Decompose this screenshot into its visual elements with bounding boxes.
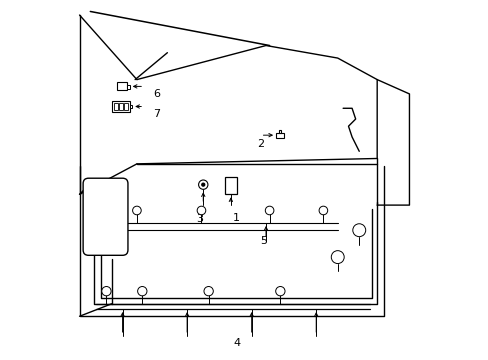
Text: 7: 7 <box>153 109 160 119</box>
Text: 6: 6 <box>153 89 160 99</box>
Bar <box>276 133 284 138</box>
Circle shape <box>265 206 273 215</box>
Bar <box>119 103 122 110</box>
Bar <box>112 101 129 112</box>
Bar <box>117 82 127 90</box>
Circle shape <box>330 251 344 264</box>
Bar <box>278 130 281 133</box>
Circle shape <box>202 183 204 186</box>
FancyBboxPatch shape <box>83 178 128 255</box>
Text: 1: 1 <box>233 213 240 222</box>
Bar <box>224 177 237 194</box>
Bar <box>129 105 132 108</box>
Text: 2: 2 <box>257 139 264 149</box>
Circle shape <box>102 287 111 296</box>
Text: 4: 4 <box>233 338 241 348</box>
Bar <box>114 103 117 110</box>
Circle shape <box>352 224 365 237</box>
Circle shape <box>275 287 285 296</box>
Circle shape <box>197 206 205 215</box>
Bar <box>127 85 129 89</box>
Text: 5: 5 <box>260 236 267 246</box>
Circle shape <box>319 206 327 215</box>
Circle shape <box>132 206 141 215</box>
Bar <box>124 103 127 110</box>
Text: 3: 3 <box>196 215 203 224</box>
Circle shape <box>198 180 207 189</box>
Circle shape <box>137 287 147 296</box>
Circle shape <box>203 287 213 296</box>
